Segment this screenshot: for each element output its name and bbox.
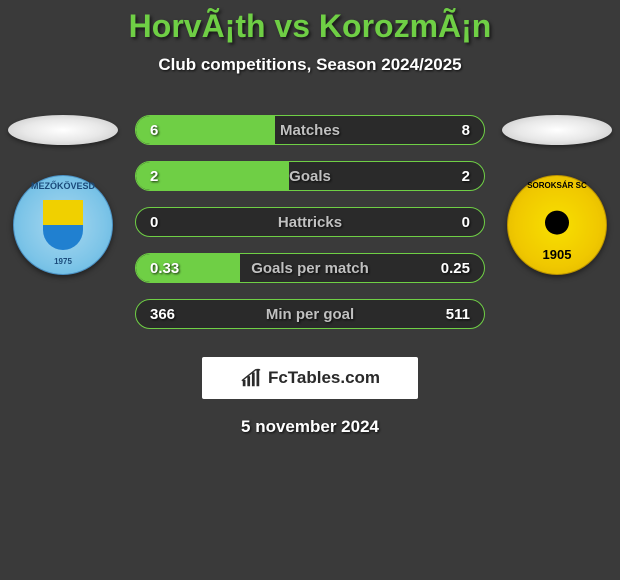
stat-row-goals-per-match: 0.33 Goals per match 0.25 bbox=[135, 253, 485, 283]
badge-right-text: SOROKSÁR SC bbox=[508, 181, 606, 190]
stat-label: Goals per match bbox=[206, 260, 414, 277]
stat-left-value: 2 bbox=[136, 168, 206, 185]
stat-left-value: 0.33 bbox=[136, 260, 206, 277]
stat-row-goals: 2 Goals 2 bbox=[135, 161, 485, 191]
stat-label: Min per goal bbox=[206, 306, 414, 323]
branding-box: FcTables.com bbox=[202, 357, 418, 399]
player-left-side: MEZŐKÖVESD 1975 bbox=[3, 115, 123, 275]
brand-text: FcTables.com bbox=[268, 368, 380, 388]
player-right-placeholder bbox=[502, 115, 612, 145]
stat-label: Goals bbox=[206, 168, 414, 185]
stat-left-value: 0 bbox=[136, 214, 206, 231]
stat-row-matches: 6 Matches 8 bbox=[135, 115, 485, 145]
stat-left-value: 6 bbox=[136, 122, 206, 139]
comparison-area: MEZŐKÖVESD 1975 6 Matches 8 2 Goals 2 bbox=[0, 115, 620, 329]
stat-right-value: 2 bbox=[414, 168, 484, 185]
stat-right-value: 0 bbox=[414, 214, 484, 231]
subtitle: Club competitions, Season 2024/2025 bbox=[0, 55, 620, 75]
stat-row-hattricks: 0 Hattricks 0 bbox=[135, 207, 485, 237]
stat-label: Hattricks bbox=[206, 214, 414, 231]
stats-table: 6 Matches 8 2 Goals 2 0 Hattricks 0 bbox=[135, 115, 485, 329]
date-label: 5 november 2024 bbox=[0, 417, 620, 437]
player-right-side: SOROKSÁR SC 1905 bbox=[497, 115, 617, 275]
stat-right-value: 511 bbox=[414, 306, 484, 323]
stat-left-value: 366 bbox=[136, 306, 206, 323]
club-badge-right: SOROKSÁR SC 1905 bbox=[507, 175, 607, 275]
badge-left-text: MEZŐKÖVESD bbox=[14, 181, 112, 191]
badge-right-year: 1905 bbox=[508, 247, 606, 262]
comparison-infographic: HorvÃ¡th vs KorozmÃ¡n Club competitions,… bbox=[0, 0, 620, 580]
page-title: HorvÃ¡th vs KorozmÃ¡n bbox=[0, 8, 620, 45]
stat-label: Matches bbox=[206, 122, 414, 139]
stat-row-min-per-goal: 366 Min per goal 511 bbox=[135, 299, 485, 329]
badge-left-year: 1975 bbox=[14, 257, 112, 266]
club-badge-left: MEZŐKÖVESD 1975 bbox=[13, 175, 113, 275]
stat-right-value: 0.25 bbox=[414, 260, 484, 277]
player-left-placeholder bbox=[8, 115, 118, 145]
stat-right-value: 8 bbox=[414, 122, 484, 139]
chart-icon bbox=[240, 367, 262, 389]
